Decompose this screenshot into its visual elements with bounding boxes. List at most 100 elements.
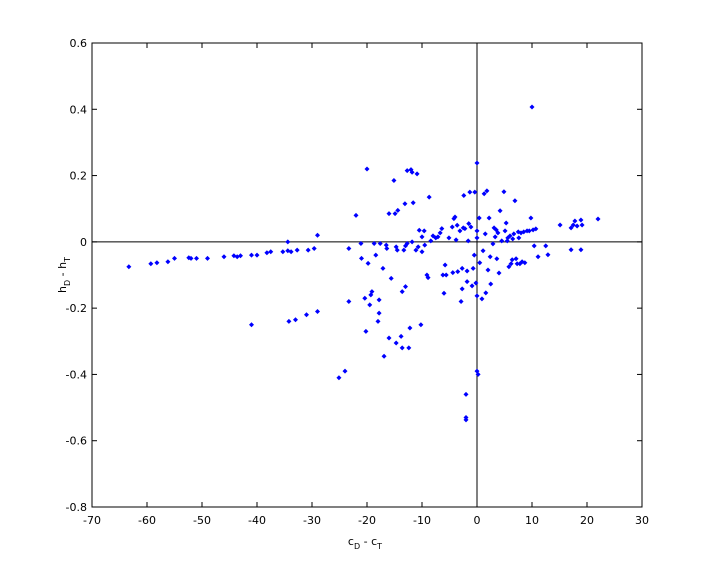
point: [406, 345, 412, 351]
label-part: - c: [360, 535, 377, 548]
point: [386, 335, 392, 341]
point: [404, 241, 410, 247]
point: [401, 247, 407, 253]
point: [486, 215, 492, 221]
point: [383, 242, 389, 248]
y-tick-label: -0.6: [66, 435, 87, 448]
point: [461, 192, 467, 198]
point: [506, 264, 512, 270]
point: [465, 238, 471, 244]
x-tick-label: 20: [580, 514, 594, 527]
point: [474, 235, 480, 241]
point: [375, 318, 381, 324]
point: [574, 223, 580, 229]
point: [359, 255, 364, 261]
point: [494, 256, 500, 262]
point: [254, 252, 260, 258]
x-tick-label: -30: [303, 514, 321, 527]
point: [369, 289, 375, 295]
label-part: c: [348, 535, 354, 548]
y-tick-label: 0.4: [70, 103, 88, 116]
point: [126, 264, 132, 270]
point: [264, 250, 270, 256]
x-tick-label: -50: [193, 514, 211, 527]
point: [455, 269, 461, 275]
point: [381, 353, 387, 359]
y-tick-label: -0.2: [66, 302, 87, 315]
point: [148, 261, 154, 267]
point: [194, 255, 199, 261]
point: [154, 260, 160, 266]
point: [415, 244, 421, 250]
point: [509, 257, 515, 263]
x-axis-label: cD - cT: [348, 535, 382, 551]
point: [503, 220, 509, 226]
point: [480, 248, 486, 254]
point: [459, 265, 465, 271]
point: [353, 212, 359, 218]
point: [570, 222, 576, 228]
point: [172, 255, 177, 261]
point: [477, 260, 483, 266]
point: [463, 417, 469, 423]
point: [459, 286, 465, 292]
point: [403, 284, 408, 290]
point: [384, 245, 390, 251]
point: [421, 228, 427, 234]
point: [578, 247, 584, 253]
point: [425, 275, 431, 281]
point: [268, 249, 274, 255]
label-subscript: D: [63, 280, 72, 286]
x-tick-label: -60: [138, 514, 156, 527]
point: [502, 228, 508, 234]
point: [488, 281, 494, 287]
point: [511, 231, 517, 237]
point: [221, 254, 227, 260]
point: [439, 226, 445, 232]
point: [407, 325, 413, 331]
point: [458, 299, 464, 305]
point: [495, 230, 501, 236]
point: [475, 371, 481, 377]
point: [484, 188, 490, 194]
point: [512, 198, 518, 204]
y-tick-label: -0.4: [66, 368, 87, 381]
point: [280, 249, 286, 255]
point: [485, 267, 491, 273]
point: [476, 215, 482, 221]
point: [533, 226, 539, 232]
label-subscript: D: [354, 542, 360, 551]
point: [419, 249, 425, 255]
point: [474, 293, 480, 299]
point: [395, 207, 401, 213]
point: [557, 222, 563, 228]
point: [249, 252, 254, 258]
point: [311, 245, 317, 251]
point: [529, 104, 535, 110]
point: [545, 252, 551, 258]
point: [399, 289, 405, 295]
point: [441, 290, 447, 296]
point: [346, 245, 352, 251]
point: [492, 234, 498, 240]
point: [482, 231, 488, 237]
label-part: - h: [56, 262, 69, 280]
point: [443, 272, 449, 278]
point: [453, 237, 459, 243]
label-subscript: T: [376, 542, 382, 551]
point: [568, 225, 574, 231]
point: [543, 243, 549, 249]
x-tick-label: -10: [413, 514, 431, 527]
point: [165, 259, 171, 265]
point: [513, 256, 519, 262]
label-part: h: [56, 286, 69, 293]
point: [483, 290, 489, 296]
point: [346, 299, 352, 305]
point: [514, 261, 520, 267]
point: [371, 241, 377, 247]
point: [373, 252, 379, 258]
point: [414, 171, 420, 177]
point: [362, 295, 368, 301]
point: [364, 166, 370, 172]
point: [479, 296, 485, 302]
